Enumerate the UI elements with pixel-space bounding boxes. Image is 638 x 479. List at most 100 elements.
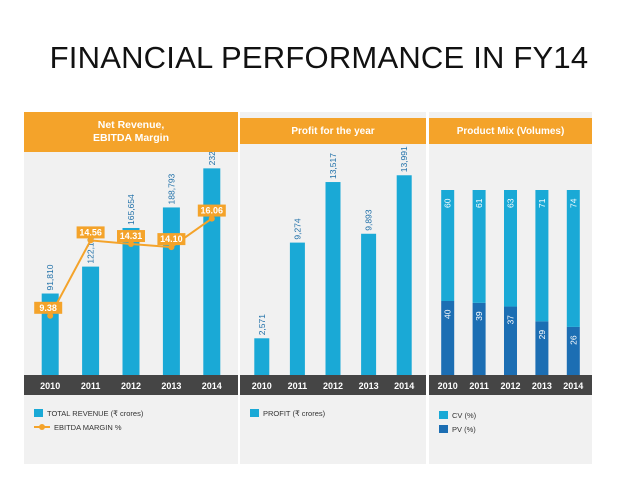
ebitda-label-2011: 14.56 xyxy=(79,227,102,237)
bar-swatch-icon xyxy=(34,409,43,417)
pv-bar-2010 xyxy=(441,301,455,375)
revenue-bar-2013 xyxy=(162,207,180,375)
product-mix-plot: 60 40 61 39 63 37 71 29 74 26 2010 2011 2012 2013 2014 xyxy=(429,144,592,479)
revenue-chart: 91,810 122,128 165,654 188,793 232,834 9.38 14… xyxy=(24,152,238,395)
revenue-bar-label-2011: 122,128 xyxy=(86,233,96,264)
cv-bar-label-2010: 60 xyxy=(443,198,453,208)
pv-bar-label-2010: 40 xyxy=(443,309,453,319)
revenue-panel: Net Revenue, EBITDA Margin 91,810 122,128… xyxy=(24,112,238,464)
revenue-bar-2012 xyxy=(122,227,140,375)
product-mix-panel: Product Mix (Volumes) 60 40 61 39 63 37 71 29 74… xyxy=(429,112,592,464)
cv-bar-2012 xyxy=(504,190,517,307)
x-axis-band xyxy=(24,375,238,395)
x-tick-label-2012: 2012 xyxy=(121,381,141,391)
pv-bar-2014 xyxy=(566,326,580,375)
profit-bar-label-2011: 9,274 xyxy=(292,218,302,240)
legend-label-profit: PROFIT (₹ crores) xyxy=(263,408,326,418)
profit-bar-label-2010: 2,571 xyxy=(257,314,267,336)
profit-bar-2012 xyxy=(325,182,341,375)
cv-bar-label-2012: 63 xyxy=(506,198,516,208)
pv-swatch-icon xyxy=(439,425,448,433)
ebitda-label-box-2010 xyxy=(34,301,63,314)
ebitda-point-2013 xyxy=(168,244,175,251)
ebitda-point-2012 xyxy=(128,241,134,248)
profit-bar-label-2012: 13,517 xyxy=(328,153,338,179)
product-mix-title: Product Mix (Volumes) xyxy=(456,125,565,137)
cv-bar-2013 xyxy=(535,190,549,322)
legend-item-ebitda: EBITDA MARGIN % xyxy=(34,420,143,434)
revenue-title-line-1: Net Revenue, xyxy=(97,119,165,131)
pv-bar-2011 xyxy=(472,302,486,375)
cv-bar-label-2014: 74 xyxy=(568,198,578,208)
x-tick-label-2013: 2013 xyxy=(532,381,552,391)
legend-label-cv: CV (%) xyxy=(452,410,477,420)
x-tick-label-2011: 2011 xyxy=(81,381,101,391)
profit-chart: 2,571 9,274 13,517 9,893 13,991 2010 2011 2012 2… xyxy=(240,146,426,395)
pv-bar-label-2013: 29 xyxy=(537,330,547,340)
cv-bar-label-2011: 61 xyxy=(474,198,484,208)
x-tick-label-2010: 2010 xyxy=(40,381,60,391)
product-mix-chart: 60 40 61 39 63 37 71 29 74 26 2010 2011 2012 2013 2014 xyxy=(429,190,592,395)
profit-bar-label-2013: 9,893 xyxy=(364,209,374,231)
revenue-bar-label-2010: 91,810 xyxy=(45,264,55,290)
profit-title: Profit for the year xyxy=(291,125,375,137)
ebitda-label-2013: 14.10 xyxy=(160,234,183,244)
ebitda-point-2011 xyxy=(87,237,94,244)
pv-bar-label-2011: 39 xyxy=(474,311,484,321)
revenue-bar-2011 xyxy=(82,266,100,375)
revenue-bar-2014 xyxy=(203,168,221,375)
product-mix-legend: CV (%) PV (%) xyxy=(439,408,476,436)
legend-item-cv: CV (%) xyxy=(439,408,476,422)
pv-bar-2013 xyxy=(535,321,549,375)
profit-bar-2011 xyxy=(289,242,305,375)
x-tick-label-2011: 2011 xyxy=(288,381,308,391)
x-tick-label-2013: 2013 xyxy=(359,381,379,391)
revenue-bar-2010 xyxy=(41,293,59,375)
ebitda-label-2014: 16.06 xyxy=(201,206,224,216)
legend-label-ebitda: EBITDA MARGIN % xyxy=(54,422,122,432)
ebitda-label-2010: 9.38 xyxy=(39,303,57,313)
pv-bar-label-2014: 26 xyxy=(568,335,578,345)
x-axis-band xyxy=(429,375,592,395)
ebitda-label-box-2013 xyxy=(157,233,186,246)
ebitda-label-box-2012 xyxy=(117,230,145,243)
legend-item-pv: PV (%) xyxy=(439,422,476,436)
legend-item-profit: PROFIT (₹ crores) xyxy=(250,406,325,420)
ebitda-label-box-2014 xyxy=(197,204,226,217)
pv-bar-label-2012: 37 xyxy=(506,315,516,325)
x-tick-label-2011: 2011 xyxy=(469,381,489,391)
legend-item-total-revenue: TOTAL REVENUE (₹ crores) xyxy=(34,406,143,420)
x-tick-label-2014: 2014 xyxy=(202,381,222,391)
profit-panel: Profit for the year 2,571 9,274 13,517 9,89… xyxy=(240,112,426,464)
profit-legend: PROFIT (₹ crores) xyxy=(250,406,325,420)
ebitda-label-2012: 14.31 xyxy=(120,231,143,241)
x-tick-label-2014: 2014 xyxy=(563,381,583,391)
revenue-title-line-2: EBITDA Margin xyxy=(92,132,170,144)
cv-bar-2011 xyxy=(472,190,486,303)
product-mix-panel-header: Product Mix (Volumes) xyxy=(429,118,592,144)
revenue-bar-label-2013: 188,793 xyxy=(166,173,176,204)
cv-swatch-icon xyxy=(439,411,448,419)
ebitda-label-box-2011 xyxy=(76,226,105,239)
slide-title: FINANCIAL PERFORMANCE IN FY14 xyxy=(49,40,589,75)
revenue-legend: TOTAL REVENUE (₹ crores) EBITDA MARGIN % xyxy=(34,406,143,434)
revenue-panel-header: Net Revenue, EBITDA Margin xyxy=(24,112,238,152)
revenue-bar-label-2012: 165,654 xyxy=(126,194,136,225)
legend-label-total-revenue: TOTAL REVENUE (₹ crores) xyxy=(47,408,144,418)
profit-bar-2014 xyxy=(396,175,412,375)
profit-bar-2010 xyxy=(254,338,270,375)
profit-bar-2013 xyxy=(361,233,377,375)
x-tick-label-2010: 2010 xyxy=(438,381,458,391)
profit-panel-header: Profit for the year xyxy=(240,118,426,144)
cv-bar-label-2013: 71 xyxy=(537,198,547,208)
line-marker-swatch-icon xyxy=(34,423,50,431)
bar-swatch-icon xyxy=(250,409,259,417)
pv-bar-2012 xyxy=(504,306,517,375)
profit-bar-label-2014: 13,991 xyxy=(399,146,409,172)
profit-plot: 2,571 9,274 13,517 9,893 13,991 2010 2011 2012 2… xyxy=(240,144,426,479)
x-axis-band xyxy=(240,375,426,395)
ebitda-point-2014 xyxy=(208,215,215,222)
x-tick-label-2014: 2014 xyxy=(394,381,414,391)
revenue-plot: 91,810 122,128 165,654 188,793 232,834 9.38 14… xyxy=(24,152,238,479)
x-tick-label-2012: 2012 xyxy=(500,381,520,391)
